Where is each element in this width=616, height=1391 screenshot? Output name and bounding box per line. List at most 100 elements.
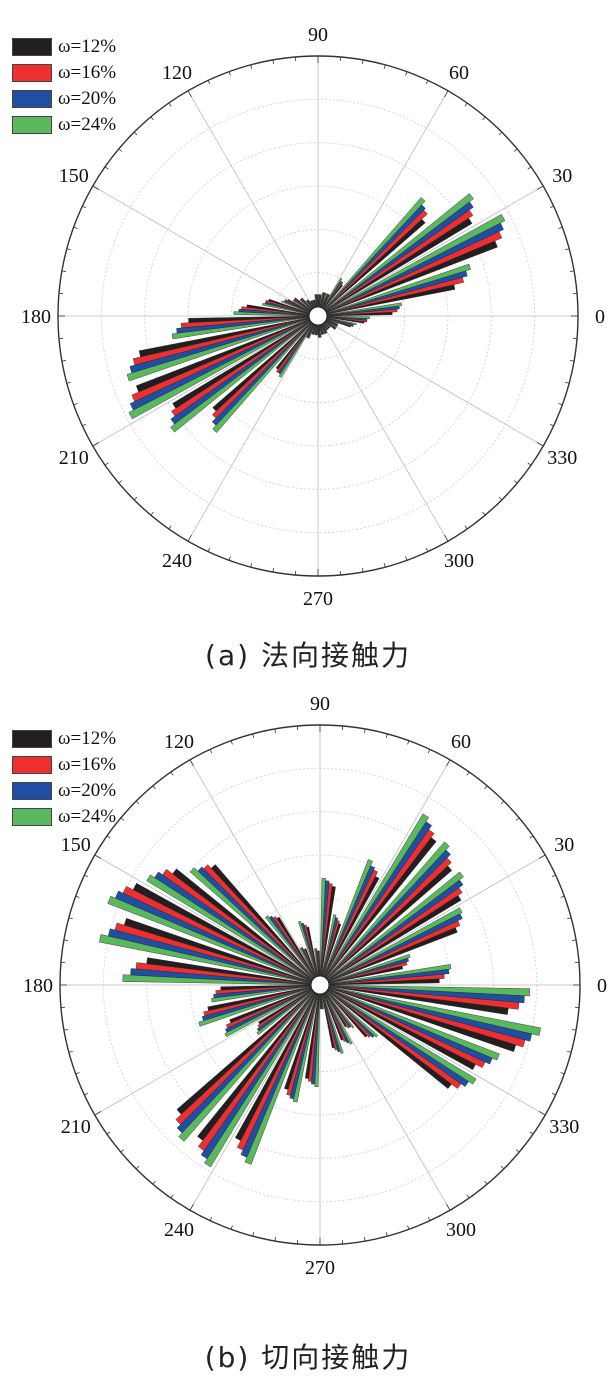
angle-tick <box>75 1072 80 1075</box>
angle-tick <box>170 1194 174 1199</box>
angle-tick <box>572 1029 577 1031</box>
legend-swatch <box>12 782 52 800</box>
angle-tick <box>500 800 505 805</box>
angle-tick <box>94 1111 102 1116</box>
angle-tick <box>572 939 577 941</box>
grid-spoke <box>187 315 319 542</box>
grid-spoke <box>187 90 319 317</box>
angle-tick <box>484 785 488 790</box>
angle-tick <box>252 733 255 738</box>
angle-label: 30 <box>554 834 574 856</box>
angle-tick <box>362 59 364 64</box>
angle-tick <box>135 1165 140 1170</box>
grid-spoke <box>319 984 546 1116</box>
legend-swatch <box>12 64 52 82</box>
angle-tick <box>92 185 100 190</box>
angle-tick <box>466 1194 470 1199</box>
angle-tick <box>425 547 429 552</box>
angle-tick <box>558 403 563 406</box>
angle-tick <box>427 1216 431 1221</box>
angle-tick <box>407 1225 410 1230</box>
legend-b: ω=12% ω=16% ω=20% ω=24% <box>12 726 116 830</box>
legend-swatch <box>12 116 52 134</box>
angle-tick <box>104 462 109 466</box>
chart-panel-a: 0 30 60 90 120 150 180 210 240 270 300 330 ω=12% ω=… <box>0 0 616 680</box>
angle-tick <box>250 563 253 568</box>
angle-tick <box>364 728 366 733</box>
angle-tick <box>120 817 125 821</box>
angle-tick <box>427 749 431 754</box>
angle-tick <box>515 817 520 821</box>
angle-tick <box>565 381 570 384</box>
angle-tick <box>538 1111 546 1116</box>
angle-tick <box>120 1149 125 1153</box>
angle-label: 240 <box>164 1219 194 1241</box>
legend-a: ω=12% ω=16% ω=20% ω=24% <box>12 34 116 138</box>
angle-tick <box>274 728 276 733</box>
legend-label: ω=12% <box>58 728 117 749</box>
angle-label: 60 <box>449 62 469 84</box>
legend-label: ω=12% <box>58 36 117 57</box>
angle-tick <box>551 1092 556 1096</box>
legend-label: ω=16% <box>58 62 117 83</box>
chart-panel-b: 0 30 60 90 120 150 180 210 240 270 300 330 ω=12% ω=… <box>0 692 616 1374</box>
angle-label: 330 <box>549 1116 579 1138</box>
angle-tick <box>61 360 66 362</box>
angle-tick <box>383 64 386 69</box>
angle-tick <box>274 1237 276 1242</box>
angle-tick <box>446 759 451 767</box>
angle-tick <box>68 917 73 920</box>
angle-tick <box>252 1232 255 1237</box>
grid-spoke <box>317 315 544 447</box>
angle-tick <box>272 59 274 64</box>
angle-tick <box>250 64 253 69</box>
angle-tick <box>189 759 194 767</box>
legend-swatch <box>12 38 52 56</box>
angle-tick <box>570 360 575 362</box>
angle-tick <box>66 381 71 384</box>
legend-label: ω=20% <box>58 88 117 109</box>
grid-spoke <box>189 759 321 986</box>
angle-tick <box>189 1203 194 1211</box>
angle-tick <box>549 423 554 427</box>
angle-tick <box>385 1232 388 1237</box>
angle-label: 0 <box>595 306 605 328</box>
angle-tick <box>500 1165 505 1170</box>
angle-tick <box>425 80 429 85</box>
angle-tick <box>73 226 78 229</box>
angle-tick <box>385 733 388 738</box>
angle-tick <box>446 1203 451 1211</box>
angle-tick <box>560 1072 565 1075</box>
angle-tick <box>187 534 192 542</box>
legend-item: ω=24% <box>12 804 116 830</box>
angle-tick <box>73 403 78 406</box>
angle-tick <box>498 131 503 136</box>
angle-tick <box>84 1092 89 1096</box>
angle-tick <box>272 568 274 573</box>
angle-label: 240 <box>162 550 192 572</box>
angle-tick <box>66 248 71 251</box>
angle-label: 0 <box>597 975 607 997</box>
legend-item: ω=12% <box>12 726 116 752</box>
angle-tick <box>228 71 231 76</box>
angle-tick <box>170 771 174 776</box>
angle-tick <box>92 442 100 447</box>
angle-tick <box>207 80 211 85</box>
angle-label: 180 <box>21 306 51 328</box>
angle-tick <box>135 800 140 805</box>
angle-tick <box>362 568 364 573</box>
rose-bars <box>99 813 541 1168</box>
angle-tick <box>529 1131 534 1135</box>
angle-tick <box>536 185 544 190</box>
legend-swatch <box>12 730 52 748</box>
angle-tick <box>168 102 172 107</box>
angle-tick <box>207 547 211 552</box>
grid-spoke <box>319 854 546 986</box>
angle-label: 150 <box>59 165 89 187</box>
angle-tick <box>104 166 109 170</box>
angle-tick <box>538 854 546 859</box>
polar-chart-a: 0 30 60 90 120 150 180 210 240 270 300 330 <box>21 24 605 610</box>
angle-tick <box>63 1029 68 1031</box>
angle-label: 300 <box>444 550 474 572</box>
angle-tick <box>152 785 156 790</box>
